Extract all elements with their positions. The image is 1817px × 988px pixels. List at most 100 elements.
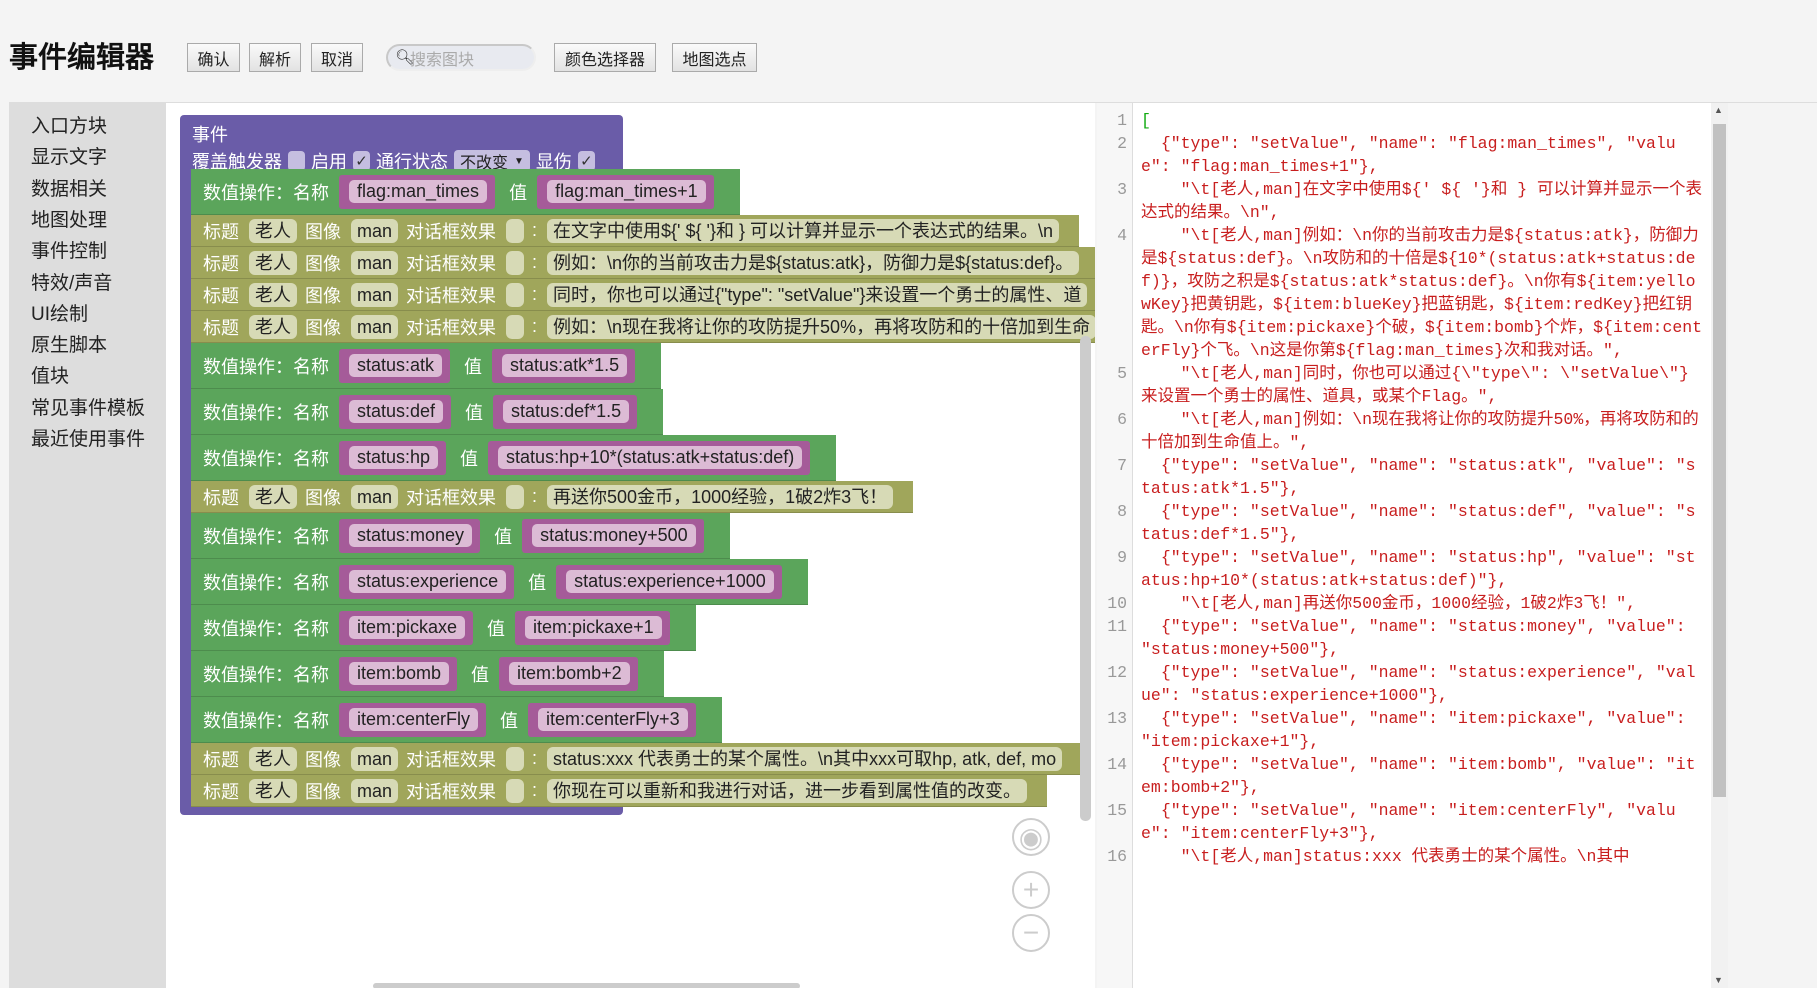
value-expression-field[interactable]: status:def*1.5: [503, 400, 630, 423]
variable-name-field[interactable]: item:pickaxe: [349, 616, 466, 639]
value-expression-field[interactable]: status:hp+10*(status:atk+status:def): [498, 446, 803, 469]
code-text[interactable]: "\t[老人,man]同时，你也可以通过{\"type\": \"setValu…: [1141, 364, 1689, 406]
value-expression-block[interactable]: item:pickaxe+1: [515, 610, 670, 645]
dialog-effect-field[interactable]: [506, 250, 525, 275]
sidebar-item[interactable]: 显示文字: [31, 147, 108, 169]
map-pick-button[interactable]: 地图选点: [672, 43, 757, 72]
variable-name-field[interactable]: status:experience: [349, 570, 507, 593]
image-field[interactable]: man: [351, 250, 399, 275]
sidebar-item[interactable]: 入口方块: [31, 116, 108, 137]
dialog-text-field[interactable]: 例如：\n现在我将让你的攻防提升50%，再将攻防和的十倍加到生命: [547, 314, 1095, 339]
recenter-icon[interactable]: ◉: [1012, 818, 1050, 856]
dialog-text-field[interactable]: 同时，你也可以通过{"type": "setValue"}来设置一个勇士的属性、…: [547, 282, 1088, 307]
code-text[interactable]: [: [1141, 111, 1151, 130]
block-workspace[interactable]: 事件 覆盖触发器 启用 ✓ 通行状态 不改变 ▼ 显伤 ✓ 数值操作：名称 flag…: [166, 103, 1095, 988]
value-op-block[interactable]: 数值操作：名称 flag:man_times 值 flag:man_times+1: [191, 169, 740, 215]
dialog-text-block[interactable]: 标题 老人 图像 man 对话框效果: 同时，你也可以通过{"type": "setVal…: [191, 279, 1095, 311]
value-expression-field[interactable]: item:bomb+2: [509, 662, 630, 685]
image-field[interactable]: man: [351, 314, 399, 339]
dialog-effect-field[interactable]: [506, 746, 525, 771]
scroll-down-icon[interactable]: ▼: [1714, 975, 1723, 985]
sidebar-item[interactable]: 值块: [31, 366, 70, 388]
dialog-text-block[interactable]: 标题 老人 图像 man 对话框效果: status:xxx 代表勇士的某个属性。\n其中…: [191, 743, 1083, 775]
value-op-block[interactable]: 数值操作：名称 status:hp 值 status:hp+10*(status:at…: [191, 435, 837, 481]
variable-name-field[interactable]: item:centerFly: [349, 708, 479, 731]
value-expression-block[interactable]: item:centerFly+3: [528, 702, 696, 737]
pass-dropdown[interactable]: 不改变 ▼: [454, 150, 530, 172]
sidebar-item[interactable]: 地图处理: [31, 209, 108, 231]
variable-name-field[interactable]: flag:man_times: [349, 180, 488, 203]
sidebar-item[interactable]: 特效/声音: [31, 272, 113, 294]
variable-name-block[interactable]: status:atk: [339, 348, 451, 383]
speaker-title-field[interactable]: 老人: [249, 250, 297, 275]
variable-name-field[interactable]: item:bomb: [349, 662, 450, 685]
sidebar-item[interactable]: 最近使用事件: [31, 429, 146, 450]
code-text[interactable]: {"type": "setValue", "name": "status:hp"…: [1141, 548, 1696, 590]
override-checkbox[interactable]: [288, 151, 305, 171]
sidebar-item[interactable]: 常见事件模板: [31, 397, 146, 419]
image-field[interactable]: man: [351, 778, 399, 803]
parse-button[interactable]: 解析: [249, 43, 301, 72]
sidebar-item[interactable]: UI绘制: [31, 303, 89, 325]
scroll-up-icon[interactable]: ▲: [1714, 105, 1723, 115]
variable-name-field[interactable]: status:atk: [349, 354, 443, 377]
confirm-button[interactable]: 确认: [187, 43, 240, 72]
workspace-vertical-scrollbar[interactable]: [1080, 336, 1091, 821]
dialog-text-field[interactable]: 在文字中使用${' ${ '}和 } 可以计算并显示一个表达式的结果。\n: [547, 218, 1059, 243]
variable-name-field[interactable]: status:money: [349, 524, 473, 547]
dialog-effect-field[interactable]: [506, 314, 525, 339]
sidebar-item[interactable]: 原生脚本: [31, 335, 108, 357]
speaker-title-field[interactable]: 老人: [249, 778, 297, 803]
image-field[interactable]: man: [351, 218, 399, 243]
workspace-horizontal-scrollbar[interactable]: [373, 983, 800, 988]
variable-name-field[interactable]: status:hp: [349, 446, 439, 469]
code-text[interactable]: "\t[老人,man]例如：\n现在我将让你的攻防提升50%，再将攻防和的十倍加…: [1141, 410, 1699, 452]
code-text[interactable]: {"type": "setValue", "name": "item:cente…: [1141, 801, 1676, 843]
dialog-effect-field[interactable]: [506, 218, 525, 243]
variable-name-block[interactable]: item:centerFly: [339, 702, 487, 737]
value-expression-block[interactable]: status:def*1.5: [493, 394, 638, 429]
sidebar-item[interactable]: 数据相关: [31, 178, 108, 200]
image-field[interactable]: man: [351, 746, 399, 771]
code-text[interactable]: {"type": "setValue", "name": "item:picka…: [1141, 709, 1696, 751]
value-op-block[interactable]: 数值操作：名称 status:atk 值 status:atk*1.5: [191, 343, 662, 389]
code-text[interactable]: "\t[老人,man]在文字中使用${' ${ '}和 } 可以计算并显示一个表…: [1141, 180, 1703, 222]
variable-name-block[interactable]: item:bomb: [339, 656, 458, 691]
value-op-block[interactable]: 数值操作：名称 status:experience 值 status:experien…: [191, 559, 808, 605]
code-text[interactable]: {"type": "setValue", "name": "status:exp…: [1141, 663, 1696, 705]
value-expression-block[interactable]: status:experience+1000: [556, 564, 782, 599]
zoom-out-icon[interactable]: −: [1012, 914, 1050, 952]
search-input[interactable]: 🔍︎ 搜索图块: [386, 44, 536, 71]
value-op-block[interactable]: 数值操作：名称 item:bomb 值 item:bomb+2: [191, 651, 664, 697]
code-editor[interactable]: 1[2 {"type": "setValue", "name": "flag:m…: [1097, 103, 1711, 988]
dialog-text-block[interactable]: 标题 老人 图像 man 对话框效果: 在文字中使用${' ${ '}和 } 可以计算并显…: [191, 215, 1079, 247]
dialog-text-block[interactable]: 标题 老人 图像 man 对话框效果: 例如：\n你的当前攻击力是${status:atk…: [191, 247, 1095, 279]
code-text[interactable]: {"type": "setValue", "name": "status:def…: [1141, 502, 1696, 544]
speaker-title-field[interactable]: 老人: [249, 314, 297, 339]
dialog-text-field[interactable]: 例如：\n你的当前攻击力是${status:atk}，防御力是${status:…: [547, 250, 1080, 275]
variable-name-block[interactable]: status:def: [339, 394, 452, 429]
variable-name-field[interactable]: status:def: [349, 400, 444, 423]
code-text[interactable]: {"type": "setValue", "name": "item:bomb"…: [1141, 755, 1696, 797]
value-op-block[interactable]: 数值操作：名称 status:money 值 status:money+500: [191, 513, 730, 559]
dialog-text-field[interactable]: 再送你500金币，1000经验，1破2炸3飞！: [547, 484, 894, 509]
code-text[interactable]: "\t[老人,man]再送你500金币，1000经验，1破2炸3飞！",: [1141, 594, 1637, 613]
value-expression-field[interactable]: flag:man_times+1: [547, 180, 706, 203]
sidebar-item[interactable]: 事件控制: [31, 241, 108, 263]
dialog-effect-field[interactable]: [506, 282, 525, 307]
color-picker-button[interactable]: 颜色选择器: [554, 43, 656, 72]
value-expression-block[interactable]: status:money+500: [522, 518, 704, 553]
code-text[interactable]: {"type": "setValue", "name": "flag:man_t…: [1141, 134, 1676, 176]
speaker-title-field[interactable]: 老人: [249, 282, 297, 307]
enable-checkbox[interactable]: ✓: [353, 151, 370, 171]
dialog-text-block[interactable]: 标题 老人 图像 man 对话框效果: 例如：\n现在我将让你的攻防提升50%，再将攻防和…: [191, 311, 1095, 343]
variable-name-block[interactable]: status:money: [339, 518, 481, 553]
dialog-text-field[interactable]: 你现在可以重新和我进行对话，进一步看到属性值的改变。: [547, 778, 1028, 803]
variable-name-block[interactable]: status:hp: [339, 440, 447, 475]
code-text[interactable]: "\t[老人,man]status:xxx 代表勇士的某个属性。\n其中: [1141, 847, 1630, 866]
speaker-title-field[interactable]: 老人: [249, 746, 297, 771]
code-text[interactable]: {"type": "setValue", "name": "status:atk…: [1141, 456, 1696, 498]
value-expression-field[interactable]: item:centerFly+3: [538, 708, 688, 731]
zoom-in-icon[interactable]: +: [1012, 871, 1050, 909]
value-expression-block[interactable]: status:atk*1.5: [492, 348, 636, 383]
